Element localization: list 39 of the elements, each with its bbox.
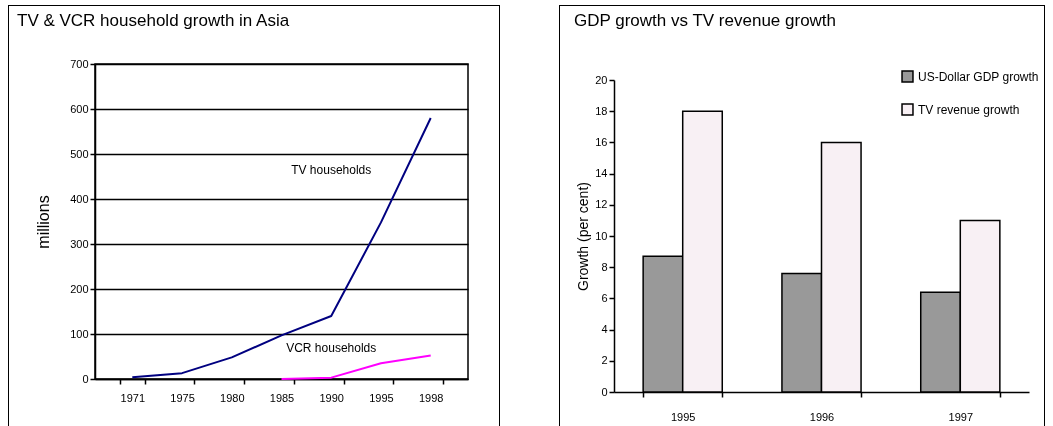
y-tick-label: 0 (601, 385, 608, 398)
y-axis-title: Growth (per cent) (575, 182, 592, 291)
y-axis-title: millions (35, 195, 53, 249)
x-tick-label: 1980 (220, 391, 245, 404)
y-tick-label: 4 (601, 323, 608, 336)
x-tick-label: 1995 (670, 410, 696, 423)
chart-title: TV & VCR household growth in Asia (17, 11, 290, 30)
y-tick-label: 600 (70, 102, 89, 115)
y-tick-label: 14 (595, 167, 608, 180)
y-tick-label: 16 (595, 135, 608, 148)
legend-label: US-Dollar GDP growth (918, 69, 1039, 84)
y-tick-label: 10 (595, 229, 608, 242)
y-tick-label: 8 (601, 260, 608, 273)
y-tick-label: 400 (70, 192, 89, 205)
y-tick-label: 20 (595, 73, 608, 86)
y-tick-label: 0 (82, 372, 89, 385)
x-tick-label: 1996 (809, 410, 835, 423)
x-tick-label: 1971 (120, 391, 146, 404)
chart-title: GDP growth vs TV revenue growth (574, 11, 837, 30)
text: TV households (291, 162, 372, 177)
y-tick-label: 6 (601, 291, 608, 304)
line-series (131, 117, 432, 379)
x-tick-label: 1995 (369, 391, 394, 404)
x-tick-label: 1997 (948, 410, 974, 423)
y-tick-label: 500 (70, 147, 89, 160)
y-tick-label: 18 (595, 104, 608, 117)
x-tick-label: 1990 (319, 391, 344, 404)
y-tick-label: 700 (70, 57, 89, 70)
x-tick-label: 1975 (170, 391, 195, 404)
y-tick-label: 200 (70, 282, 89, 295)
legend-label: TV revenue growth (918, 102, 1020, 117)
y-tick-label: 2 (601, 354, 608, 367)
x-tick-label: 1985 (269, 391, 295, 404)
y-tick-label: 300 (70, 237, 89, 250)
y-tick-label: 12 (595, 198, 608, 211)
y-tick-label: 100 (70, 327, 89, 340)
x-tick-label: 1998 (418, 391, 444, 404)
line-series (280, 354, 432, 380)
series-label: VCR households (286, 340, 377, 355)
